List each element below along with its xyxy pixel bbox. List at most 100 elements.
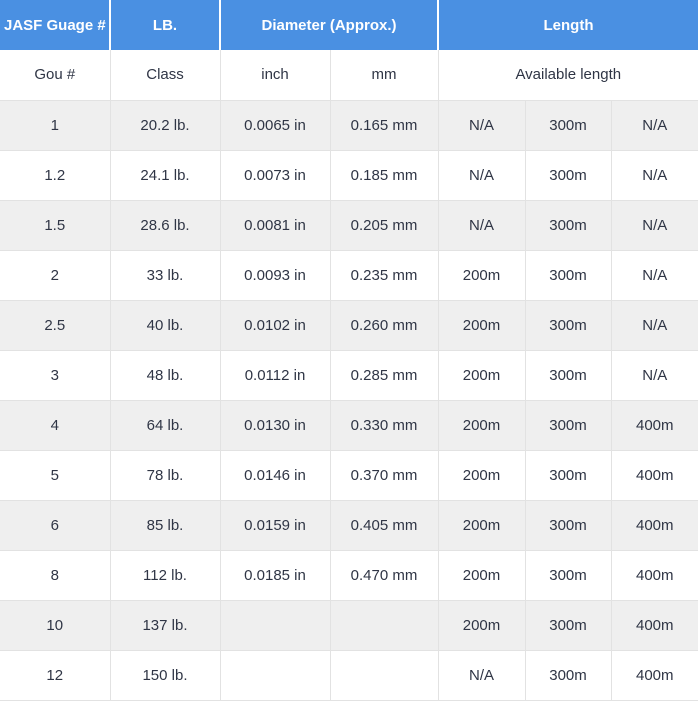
table-cell: 0.0073 in [220,150,331,201]
header-jasf-guage: JASF Guage # [0,0,111,50]
table-cell: 200m [438,400,526,451]
table-cell: 400m [611,650,698,701]
table-cell: 200m [438,300,526,351]
table-cell: 0.370 mm [330,450,439,501]
table-cell: 8 [0,550,111,601]
table-cell: N/A [611,250,698,301]
subheader-inch: inch [220,50,331,101]
table-cell: 2 [0,250,111,301]
table-cell: 0.0081 in [220,200,331,251]
table-row: 6 85 lb. 0.0159 in 0.405 mm 200m 300m 400m [0,500,698,551]
table-cell: 0.205 mm [330,200,439,251]
table-cell: 0.470 mm [330,550,439,601]
table-cell: 78 lb. [110,450,221,501]
header-lb: LB. [110,0,221,50]
table-cell: 400m [611,550,698,601]
table-cell: N/A [611,300,698,351]
table-cell: 300m [525,200,612,251]
table-cell: 0.0112 in [220,350,331,401]
table-cell: 0.260 mm [330,300,439,351]
table-cell: 400m [611,600,698,651]
table-cell: 1 [0,100,111,151]
table-cell: N/A [438,200,526,251]
table-cell: N/A [611,350,698,401]
table-row: 2 33 lb. 0.0093 in 0.235 mm 200m 300m N/A [0,250,698,301]
table-cell: 300m [525,450,612,501]
table-cell: 200m [438,250,526,301]
table-cell: 0.0102 in [220,300,331,351]
table-row: 5 78 lb. 0.0146 in 0.370 mm 200m 300m 400m [0,450,698,501]
table-cell: 28.6 lb. [110,200,221,251]
table-cell: 300m [525,500,612,551]
table-cell: 0.0093 in [220,250,331,301]
table-cell: 20.2 lb. [110,100,221,151]
table-cell: 300m [525,150,612,201]
table-cell: 200m [438,350,526,401]
table-cell: 24.1 lb. [110,150,221,201]
table-cell: 33 lb. [110,250,221,301]
table-cell: 4 [0,400,111,451]
table-cell: 300m [525,400,612,451]
table-body: 1 20.2 lb. 0.0065 in 0.165 mm N/A 300m N/A 1.2 2… [0,100,698,701]
table-cell: 0.0159 in [220,500,331,551]
table-cell: N/A [438,150,526,201]
table-cell: 0.405 mm [330,500,439,551]
table-row: 3 48 lb. 0.0112 in 0.285 mm 200m 300m N/A [0,350,698,401]
table-cell: 0.185 mm [330,150,439,201]
table-cell: 300m [525,300,612,351]
table-cell: 137 lb. [110,600,221,651]
table-cell: 400m [611,400,698,451]
header-diameter-approx: Diameter (Approx.) [220,0,439,50]
table-cell: 1.5 [0,200,111,251]
table-row: 1 20.2 lb. 0.0065 in 0.165 mm N/A 300m N/A [0,100,698,151]
table-cell: 0.0185 in [220,550,331,601]
table-cell: 0.0146 in [220,450,331,501]
table-cell: 400m [611,500,698,551]
table-cell [330,600,439,651]
subheader-gou-number: Gou # [0,50,111,101]
table-cell: 200m [438,600,526,651]
table-cell: 6 [0,500,111,551]
subheader-available-length: Available length [438,50,698,101]
table-cell: N/A [611,150,698,201]
table-cell: 150 lb. [110,650,221,701]
table-cell [220,650,331,701]
table-cell: 300m [525,350,612,401]
subheader-class: Class [110,50,221,101]
table-cell: 300m [525,100,612,151]
table-cell: 0.165 mm [330,100,439,151]
table-cell: N/A [438,650,526,701]
table-row: 4 64 lb. 0.0130 in 0.330 mm 200m 300m 400m [0,400,698,451]
table-row: 12 150 lb. N/A 300m 400m [0,650,698,701]
table-cell: 5 [0,450,111,501]
table-main-header-row: JASF Guage # LB. Diameter (Approx.) Leng… [0,0,698,50]
table-cell: 0.330 mm [330,400,439,451]
table-cell: 300m [525,650,612,701]
table-cell: N/A [611,100,698,151]
table-cell: 48 lb. [110,350,221,401]
table-cell: 200m [438,500,526,551]
table-cell: 3 [0,350,111,401]
table-row: 1.5 28.6 lb. 0.0081 in 0.205 mm N/A 300m N/A [0,200,698,251]
header-length: Length [438,0,698,50]
table-row: 8 112 lb. 0.0185 in 0.470 mm 200m 300m 400m [0,550,698,601]
table-cell: 1.2 [0,150,111,201]
table-cell [330,650,439,701]
table-cell: 0.0130 in [220,400,331,451]
table-sub-header-row: Gou # Class inch mm Available length [0,50,698,101]
table-cell: N/A [611,200,698,251]
table-cell [220,600,331,651]
table-row: 1.2 24.1 lb. 0.0073 in 0.185 mm N/A 300m N/A [0,150,698,201]
table-cell: 200m [438,550,526,601]
table-cell: 85 lb. [110,500,221,551]
table-cell: 0.0065 in [220,100,331,151]
table-cell: N/A [438,100,526,151]
table-cell: 300m [525,600,612,651]
table-row: 2.5 40 lb. 0.0102 in 0.260 mm 200m 300m N/A [0,300,698,351]
table-cell: 2.5 [0,300,111,351]
table-cell: 200m [438,450,526,501]
table-cell: 400m [611,450,698,501]
table-cell: 10 [0,600,111,651]
table-cell: 300m [525,550,612,601]
